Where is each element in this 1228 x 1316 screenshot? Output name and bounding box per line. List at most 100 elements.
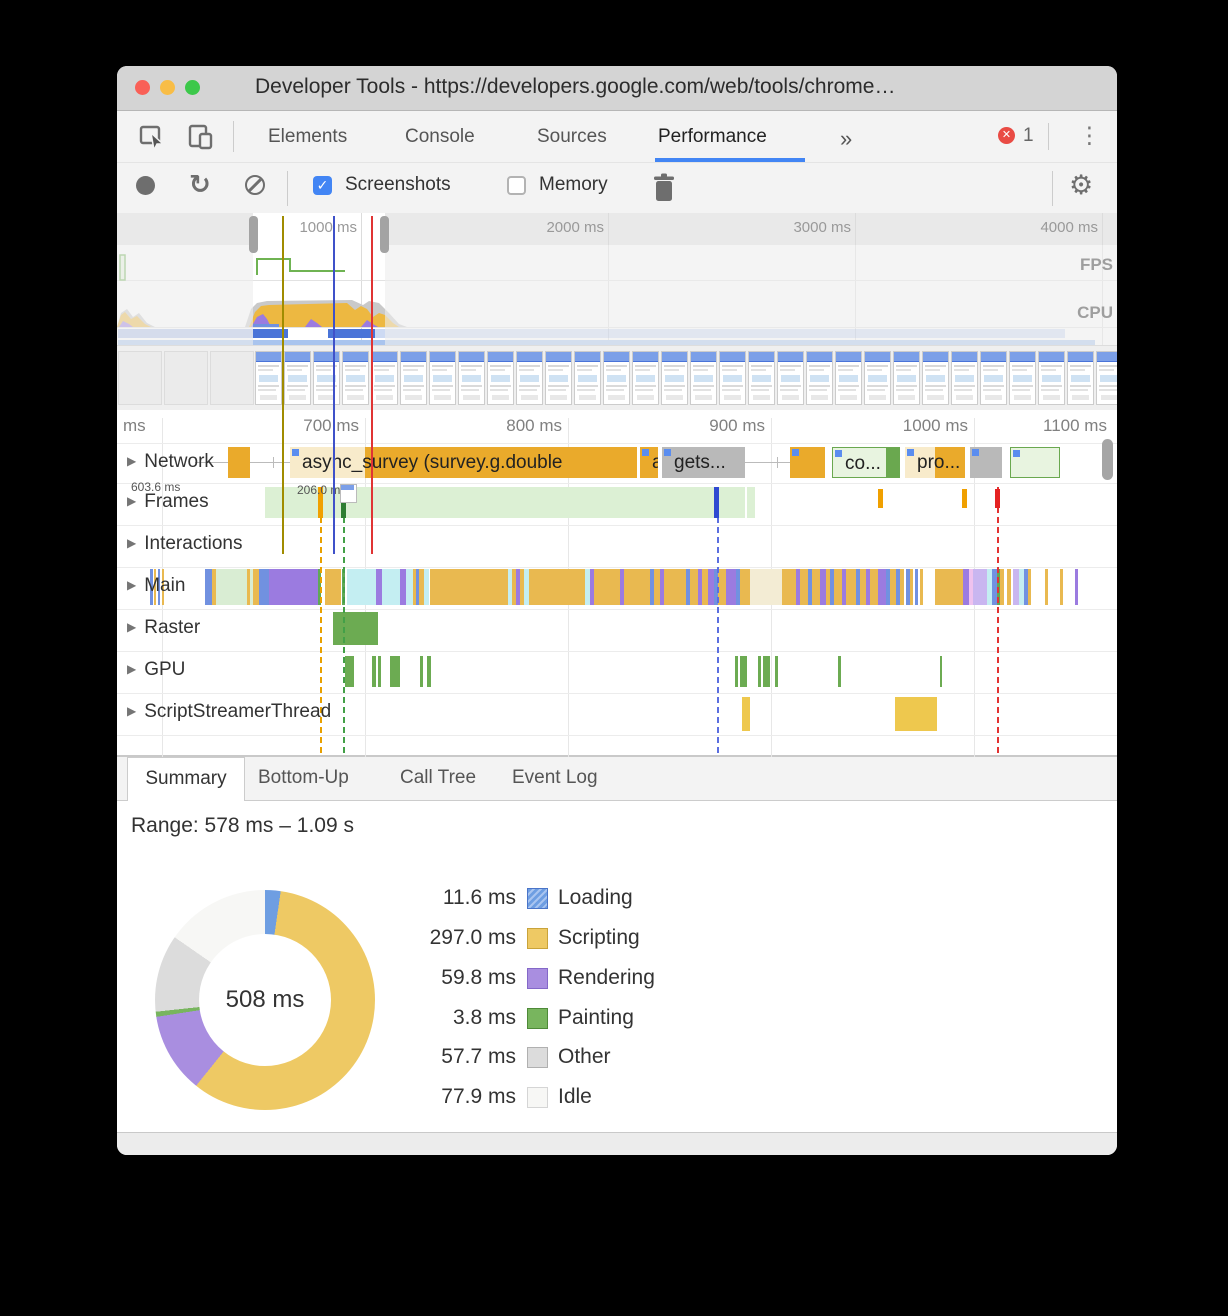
- selection-right-handle[interactable]: [380, 216, 389, 253]
- device-toolbar-icon[interactable]: [187, 123, 215, 151]
- activity-bar[interactable]: [424, 569, 429, 605]
- activity-bar[interactable]: [838, 656, 841, 687]
- activity-bar[interactable]: [250, 569, 253, 605]
- activity-bar[interactable]: [372, 656, 376, 687]
- filmstrip-thumbnail[interactable]: [632, 351, 659, 405]
- filmstrip-thumbnail[interactable]: [516, 351, 543, 405]
- activity-bar[interactable]: [427, 656, 431, 687]
- activity-bar[interactable]: [870, 569, 878, 605]
- filmstrip-thumbnail[interactable]: [255, 351, 282, 405]
- activity-bar[interactable]: [1019, 569, 1024, 605]
- activity-bar[interactable]: [430, 569, 508, 605]
- activity-bar[interactable]: [382, 569, 400, 605]
- activity-bar[interactable]: [735, 656, 738, 687]
- activity-bar[interactable]: [259, 569, 269, 605]
- clear-recordings-icon[interactable]: [245, 175, 265, 195]
- activity-bar[interactable]: [378, 656, 381, 687]
- activity-bar[interactable]: [318, 569, 321, 605]
- tab-summary[interactable]: Summary: [127, 757, 245, 801]
- activity-bar[interactable]: [247, 569, 250, 605]
- activity-bar[interactable]: [708, 569, 714, 605]
- tab-call-tree[interactable]: Call Tree: [400, 767, 477, 788]
- activity-bar[interactable]: [736, 569, 740, 605]
- activity-bar[interactable]: [842, 569, 846, 605]
- activity-bar[interactable]: [1007, 569, 1011, 605]
- activity-bar[interactable]: [935, 569, 963, 605]
- activity-bar[interactable]: [830, 569, 834, 605]
- activity-bar[interactable]: [886, 569, 890, 605]
- activity-bar[interactable]: [963, 569, 969, 605]
- activity-bar[interactable]: [686, 569, 690, 605]
- activity-bar[interactable]: [654, 569, 660, 605]
- expand-arrow-icon[interactable]: ▶: [127, 578, 137, 592]
- activity-bar[interactable]: [763, 656, 770, 687]
- activity-bar[interactable]: [512, 569, 516, 605]
- track-label-network[interactable]: ▶ Network: [127, 451, 214, 472]
- activity-bar[interactable]: [400, 569, 406, 605]
- activity-bar[interactable]: [158, 569, 160, 605]
- filmstrip-thumbnail[interactable]: [1038, 351, 1065, 405]
- activity-bar[interactable]: [808, 569, 812, 605]
- activity-bar[interactable]: [594, 569, 620, 605]
- activity-bar[interactable]: [920, 569, 923, 605]
- activity-bar[interactable]: [896, 569, 900, 605]
- memory-checkbox[interactable]: [507, 176, 526, 195]
- expand-arrow-icon[interactable]: ▶: [127, 454, 137, 468]
- filmstrip-thumbnail[interactable]: [690, 351, 717, 405]
- activity-bar[interactable]: [1000, 569, 1004, 605]
- activity-bar[interactable]: [1028, 569, 1031, 605]
- reload-and-record-icon[interactable]: ↻: [189, 169, 211, 199]
- filmstrip-thumbnail[interactable]: [1096, 351, 1117, 405]
- activity-bar[interactable]: [714, 569, 718, 605]
- expand-arrow-icon[interactable]: ▶: [127, 704, 137, 718]
- vertical-scrollbar-thumb[interactable]: [1102, 439, 1113, 480]
- activity-bar[interactable]: [1075, 569, 1078, 605]
- filmstrip-thumbnail[interactable]: [313, 351, 340, 405]
- filmstrip-thumbnail[interactable]: [951, 351, 978, 405]
- tab-console[interactable]: Console: [405, 126, 475, 147]
- activity-bar[interactable]: [347, 569, 376, 605]
- filmstrip-thumbnail[interactable]: [487, 351, 514, 405]
- activity-bar[interactable]: [910, 569, 913, 605]
- filmstrip-thumbnail[interactable]: [342, 351, 369, 405]
- network-request-bar[interactable]: co...: [832, 447, 900, 478]
- network-request-bar[interactable]: a: [640, 447, 658, 478]
- network-request-bar[interactable]: [970, 447, 1002, 478]
- filmstrip-thumbnail[interactable]: [922, 351, 949, 405]
- filmstrip-thumbnail[interactable]: [458, 351, 485, 405]
- filmstrip-thumbnail[interactable]: [400, 351, 427, 405]
- trash-icon[interactable]: [652, 173, 676, 203]
- activity-bar[interactable]: [992, 569, 997, 605]
- track-label-raster[interactable]: ▶ Raster: [127, 617, 201, 638]
- activity-bar[interactable]: [726, 569, 736, 605]
- activity-bar[interactable]: [253, 569, 259, 605]
- activity-bar[interactable]: [973, 569, 987, 605]
- title-bar[interactable]: Developer Tools - https://developers.goo…: [117, 66, 1117, 111]
- flame-chart[interactable]: ms 700 ms 800 ms 900 ms 1000 ms 1100 ms ▶ Netw…: [117, 410, 1117, 757]
- network-request-bar[interactable]: [228, 447, 250, 478]
- track-label-scriptstreamerthread[interactable]: ▶ ScriptStreamerThread: [127, 701, 332, 722]
- activity-bar[interactable]: [1024, 569, 1028, 605]
- activity-bar[interactable]: [740, 569, 750, 605]
- activity-bar[interactable]: [900, 569, 904, 605]
- network-request-bar[interactable]: pro...: [905, 447, 965, 478]
- activity-bar[interactable]: [846, 569, 856, 605]
- expand-arrow-icon[interactable]: ▶: [127, 536, 137, 550]
- activity-bar[interactable]: [698, 569, 702, 605]
- filmstrip-thumbnail[interactable]: [661, 351, 688, 405]
- activity-bar[interactable]: [397, 656, 400, 687]
- activity-bar[interactable]: [856, 569, 860, 605]
- activity-bar[interactable]: [800, 569, 808, 605]
- activity-bar[interactable]: [154, 569, 156, 605]
- expand-arrow-icon[interactable]: ▶: [127, 662, 137, 676]
- track-label-interactions[interactable]: ▶ Interactions: [127, 533, 243, 554]
- activity-bar[interactable]: [590, 569, 594, 605]
- filmstrip-thumbnail[interactable]: [748, 351, 775, 405]
- activity-bar[interactable]: [718, 569, 726, 605]
- activity-bar[interactable]: [826, 569, 830, 605]
- filmstrip-thumbnail[interactable]: [545, 351, 572, 405]
- filmstrip-thumbnail[interactable]: [864, 351, 891, 405]
- memory-checkbox-label[interactable]: Memory: [539, 174, 608, 195]
- activity-bar[interactable]: [796, 569, 800, 605]
- more-options-icon[interactable]: ⋮: [1078, 122, 1101, 148]
